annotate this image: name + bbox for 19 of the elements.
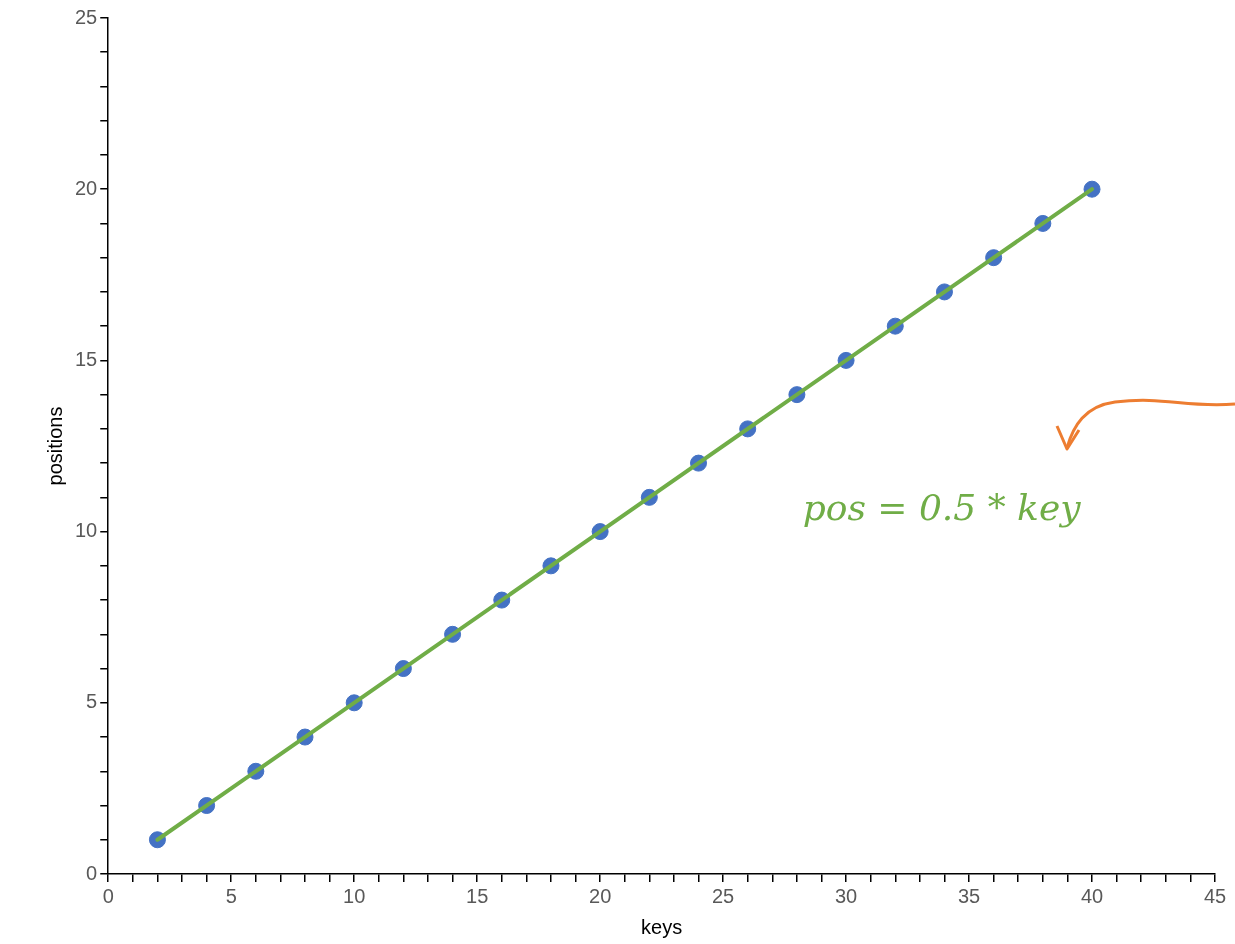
- x-tick-label: 25: [711, 884, 735, 907]
- x-tick-label: 40: [1080, 884, 1104, 907]
- y-tick-label: 20: [75, 176, 98, 199]
- y-tick-label: 15: [75, 347, 98, 370]
- x-tick-label: 45: [1203, 884, 1227, 907]
- x-axis-title: keys: [641, 915, 683, 938]
- x-tick-label: 5: [225, 884, 237, 907]
- y-tick-label: 10: [75, 519, 98, 542]
- y-axis-title: positions: [43, 406, 66, 486]
- y-tick-label: 5: [86, 690, 98, 713]
- x-tick-label: 10: [343, 884, 366, 907]
- y-tick-label: 25: [75, 5, 98, 28]
- x-tick-label: 30: [834, 884, 858, 907]
- x-tick-label: 35: [957, 884, 981, 907]
- x-tick-label: 15: [466, 884, 489, 907]
- x-tick-label: 0: [102, 884, 114, 907]
- annotation: pos = 0.5 * key: [802, 487, 1082, 529]
- y-tick-label: 0: [86, 861, 98, 884]
- x-tick-label: 20: [589, 884, 612, 907]
